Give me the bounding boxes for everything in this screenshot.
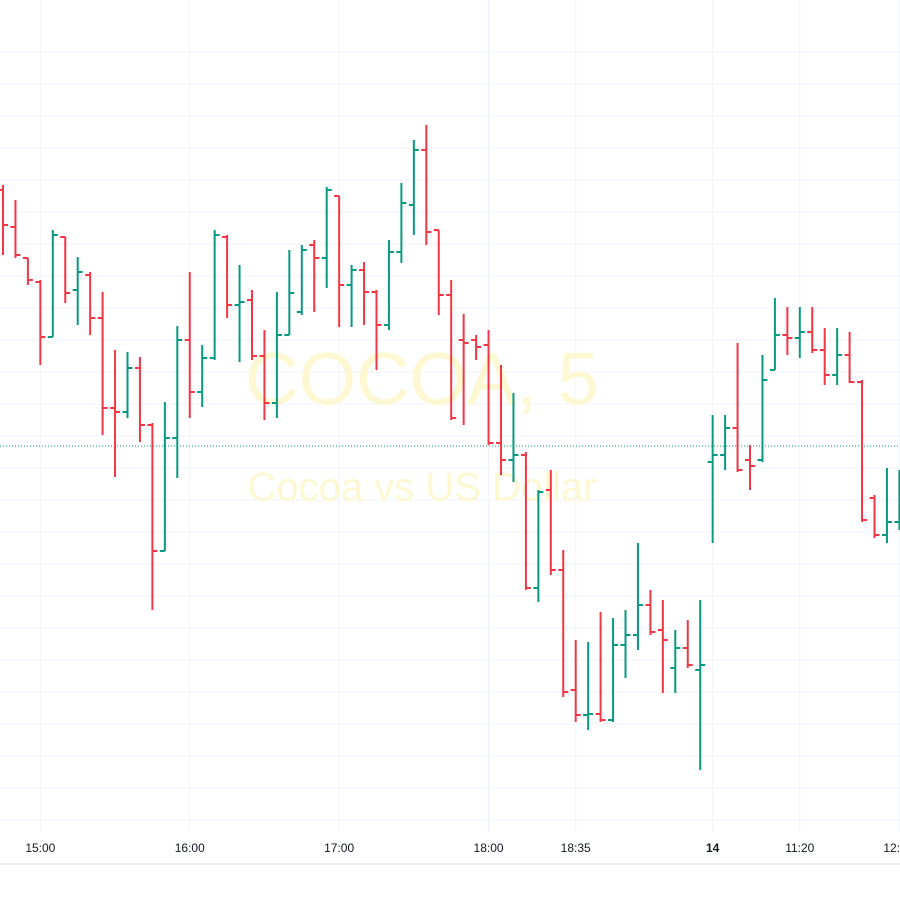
watermark-title: COCOA, 5	[245, 338, 599, 421]
x-tick-label: 14	[706, 841, 720, 855]
x-tick-label: 11:20	[785, 841, 814, 855]
x-tick-label: 17:00	[324, 841, 354, 855]
x-tick-label: 15:00	[25, 841, 55, 855]
watermark-subtitle: Cocoa vs US Dollar	[247, 466, 596, 510]
x-tick-label: 18:00	[474, 841, 504, 855]
x-tick-label: 18:35	[561, 841, 591, 855]
x-tick-label: 12:	[883, 841, 900, 855]
x-tick-label: 16:00	[175, 841, 205, 855]
